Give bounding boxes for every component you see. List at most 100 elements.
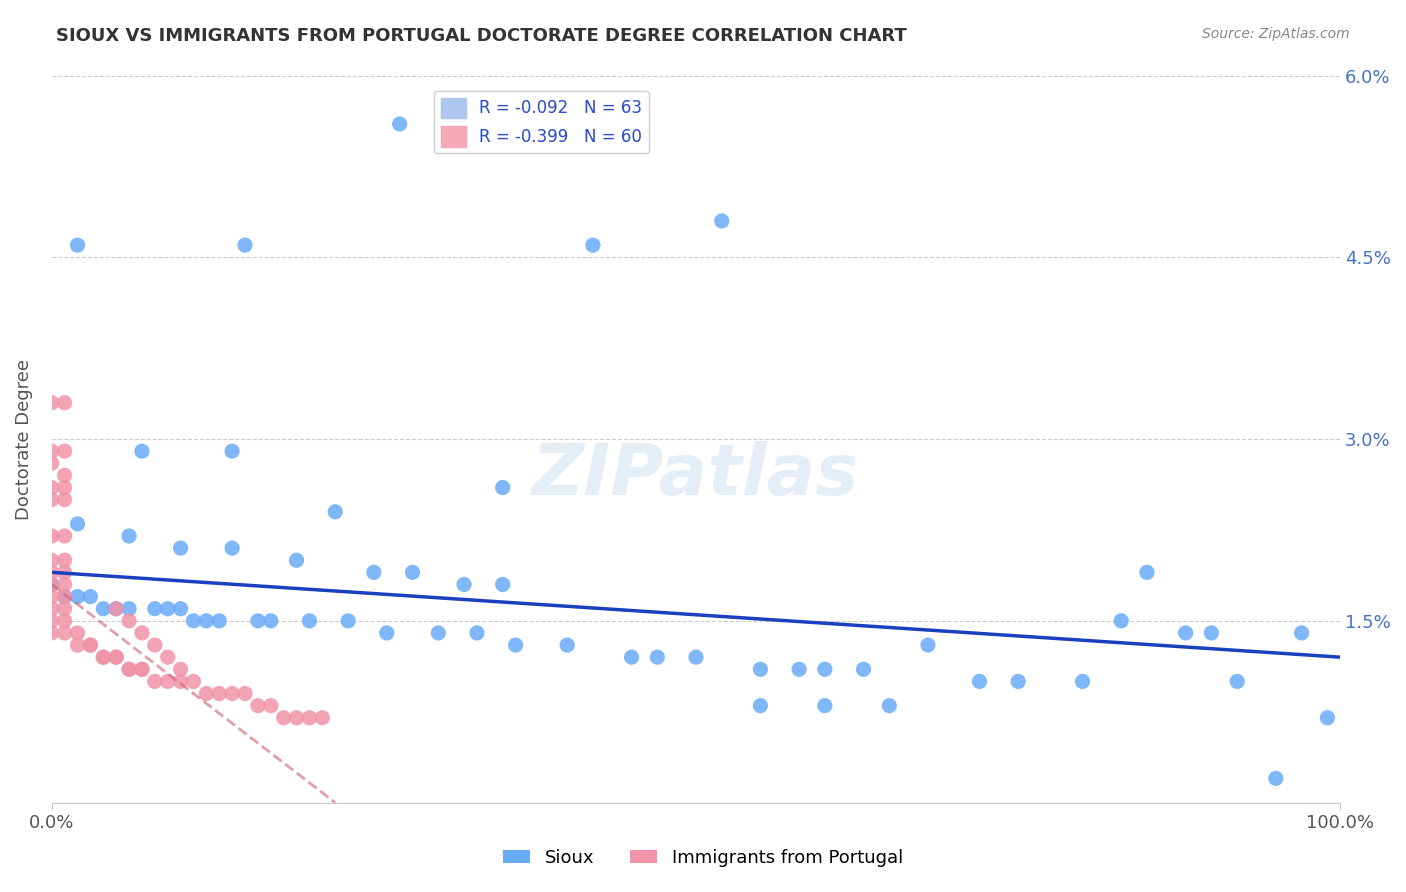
Point bbox=[492, 577, 515, 591]
Point bbox=[66, 638, 89, 652]
Text: Source: ZipAtlas.com: Source: ZipAtlas.com bbox=[1202, 27, 1350, 41]
Point bbox=[53, 553, 76, 567]
Point bbox=[233, 238, 256, 252]
Point bbox=[298, 711, 321, 725]
Point bbox=[917, 638, 939, 652]
Point bbox=[492, 481, 515, 495]
Point bbox=[41, 553, 63, 567]
Point bbox=[156, 674, 179, 689]
Point bbox=[233, 687, 256, 701]
Point bbox=[505, 638, 527, 652]
Point bbox=[195, 614, 218, 628]
Point bbox=[41, 614, 63, 628]
Point bbox=[260, 698, 283, 713]
Point bbox=[208, 687, 231, 701]
Point bbox=[1291, 626, 1313, 640]
Point bbox=[195, 687, 218, 701]
Point bbox=[156, 601, 179, 615]
Point bbox=[1201, 626, 1223, 640]
Point bbox=[169, 662, 191, 676]
Point bbox=[105, 601, 128, 615]
Point bbox=[169, 541, 191, 555]
Point bbox=[685, 650, 707, 665]
Point bbox=[79, 590, 101, 604]
Point bbox=[453, 577, 475, 591]
Point bbox=[273, 711, 295, 725]
Point bbox=[620, 650, 643, 665]
Point bbox=[53, 614, 76, 628]
Point bbox=[337, 614, 360, 628]
Point bbox=[427, 626, 450, 640]
Point bbox=[156, 650, 179, 665]
Point bbox=[375, 626, 398, 640]
Point bbox=[285, 711, 308, 725]
Point bbox=[41, 577, 63, 591]
Point bbox=[787, 662, 810, 676]
Point bbox=[852, 662, 875, 676]
Point bbox=[53, 395, 76, 409]
Point bbox=[246, 698, 269, 713]
Point bbox=[1316, 711, 1339, 725]
Point bbox=[1136, 566, 1159, 580]
Point bbox=[1264, 772, 1286, 786]
Point bbox=[647, 650, 669, 665]
Point bbox=[53, 468, 76, 483]
Point bbox=[208, 614, 231, 628]
Point bbox=[749, 662, 772, 676]
Text: ZIPatlas: ZIPatlas bbox=[533, 441, 859, 510]
Point bbox=[298, 614, 321, 628]
Point bbox=[53, 566, 76, 580]
Point bbox=[118, 614, 141, 628]
Point bbox=[53, 481, 76, 495]
Point bbox=[1007, 674, 1029, 689]
Point bbox=[814, 698, 837, 713]
Point bbox=[285, 553, 308, 567]
Point bbox=[91, 601, 114, 615]
Point bbox=[41, 492, 63, 507]
Point bbox=[183, 674, 205, 689]
Point bbox=[79, 638, 101, 652]
Point bbox=[143, 601, 166, 615]
Point bbox=[41, 444, 63, 458]
Point bbox=[221, 444, 243, 458]
Point bbox=[969, 674, 991, 689]
Point bbox=[1226, 674, 1249, 689]
Point bbox=[105, 650, 128, 665]
Point bbox=[91, 650, 114, 665]
Point bbox=[131, 662, 153, 676]
Point bbox=[53, 626, 76, 640]
Point bbox=[53, 601, 76, 615]
Point bbox=[53, 444, 76, 458]
Point bbox=[41, 626, 63, 640]
Point bbox=[1071, 674, 1094, 689]
Point bbox=[66, 238, 89, 252]
Point bbox=[169, 674, 191, 689]
Point bbox=[131, 626, 153, 640]
Point bbox=[221, 541, 243, 555]
Point bbox=[183, 614, 205, 628]
Point bbox=[118, 601, 141, 615]
Point bbox=[105, 650, 128, 665]
Legend: Sioux, Immigrants from Portugal: Sioux, Immigrants from Portugal bbox=[496, 842, 910, 874]
Point bbox=[53, 590, 76, 604]
Point bbox=[260, 614, 283, 628]
Point bbox=[53, 577, 76, 591]
Point bbox=[323, 505, 346, 519]
Point bbox=[246, 614, 269, 628]
Point bbox=[66, 516, 89, 531]
Point bbox=[105, 601, 128, 615]
Point bbox=[1109, 614, 1132, 628]
Point bbox=[41, 590, 63, 604]
Point bbox=[91, 650, 114, 665]
Point bbox=[41, 529, 63, 543]
Point bbox=[118, 662, 141, 676]
Point bbox=[41, 481, 63, 495]
Point bbox=[710, 214, 733, 228]
Point bbox=[169, 601, 191, 615]
Point bbox=[221, 687, 243, 701]
Point bbox=[131, 444, 153, 458]
Text: SIOUX VS IMMIGRANTS FROM PORTUGAL DOCTORATE DEGREE CORRELATION CHART: SIOUX VS IMMIGRANTS FROM PORTUGAL DOCTOR… bbox=[56, 27, 907, 45]
Point bbox=[41, 456, 63, 470]
Point bbox=[41, 601, 63, 615]
Point bbox=[41, 577, 63, 591]
